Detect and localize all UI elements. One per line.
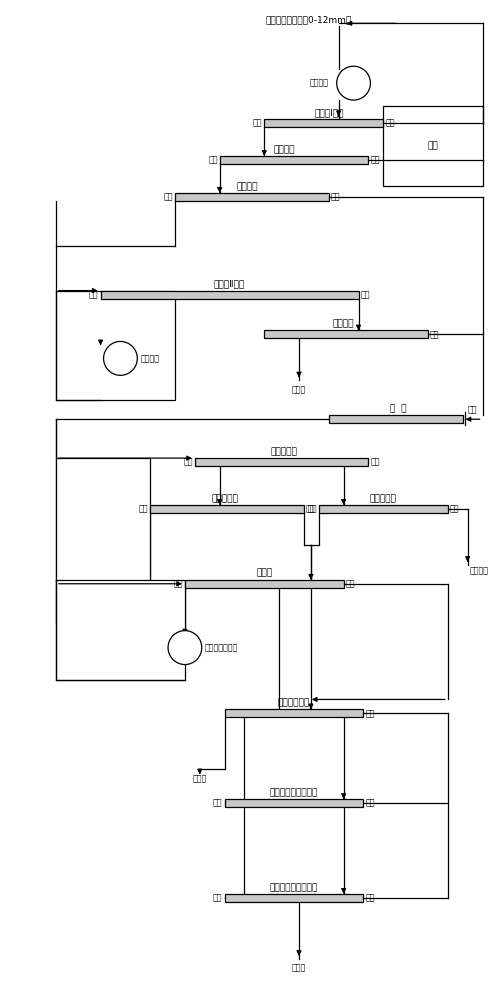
Bar: [329, 415, 463, 423]
Bar: [264, 330, 428, 338]
Text: 精矿: 精矿: [213, 893, 223, 902]
Bar: [225, 799, 363, 807]
Text: 三段弱磁: 三段弱磁: [333, 319, 354, 328]
Bar: [195, 458, 368, 466]
Text: 尾矿: 尾矿: [370, 458, 380, 467]
Text: 精矿: 精矿: [307, 504, 317, 513]
Text: 尾矿: 尾矿: [365, 709, 375, 718]
Text: 溢流: 溢流: [253, 119, 262, 128]
Text: 尾矿: 尾矿: [365, 893, 375, 902]
Bar: [175, 193, 329, 201]
Bar: [56, 580, 185, 680]
Text: 精矿: 精矿: [183, 458, 193, 467]
Bar: [56, 291, 175, 400]
Bar: [383, 106, 483, 186]
Text: 鄂鬈分离一段扫浮选: 鄂鬈分离一段扫浮选: [270, 788, 318, 797]
Text: 尾矿: 尾矿: [331, 192, 340, 201]
Bar: [150, 505, 304, 513]
Circle shape: [168, 631, 202, 665]
Text: 底流: 底流: [89, 290, 99, 299]
Text: 旋流器Ⅱ分级: 旋流器Ⅱ分级: [214, 280, 245, 289]
Text: 溢流: 溢流: [346, 579, 355, 588]
Circle shape: [337, 66, 370, 100]
Text: 精矿: 精矿: [213, 799, 223, 808]
Text: 鄂鬈粗浮选: 鄂鬈粗浮选: [271, 447, 297, 456]
Bar: [185, 580, 344, 588]
Text: 鬈精矿: 鬈精矿: [292, 964, 306, 973]
Text: 铁精矿: 铁精矿: [292, 385, 306, 394]
Text: 鄂鬈精浮选: 鄂鬈精浮选: [211, 494, 238, 503]
Bar: [56, 458, 150, 623]
Circle shape: [103, 341, 137, 375]
Bar: [319, 505, 448, 513]
Bar: [264, 119, 383, 127]
Text: 二段弱磁: 二段弱磁: [237, 182, 258, 191]
Text: 含鄂含鬈磁铁矿（0-12mm）: 含鄂含鬈磁铁矿（0-12mm）: [266, 15, 352, 24]
Text: 精矿: 精矿: [208, 155, 218, 164]
Bar: [225, 709, 363, 717]
Text: 精矿: 精矿: [163, 192, 173, 201]
Text: 环水: 环水: [468, 406, 477, 415]
Text: 尾矿: 尾矿: [370, 155, 380, 164]
Bar: [100, 291, 358, 299]
Text: 浮选再磨球磨机: 浮选再磨球磨机: [205, 643, 238, 652]
Text: 鄂鬈分离浮选: 鄂鬈分离浮选: [278, 698, 310, 707]
Text: 旋流器: 旋流器: [256, 569, 272, 578]
Text: 精矿: 精矿: [139, 504, 148, 513]
Text: 尾矿: 尾矿: [450, 504, 459, 513]
Bar: [220, 156, 368, 164]
Text: 溢流: 溢流: [360, 290, 370, 299]
Text: 鄂精矿: 鄂精矿: [193, 774, 207, 783]
Text: 一段球磨: 一段球磨: [310, 79, 329, 88]
Text: 最终尾矿: 最终尾矿: [470, 567, 489, 576]
Text: 一段弱磁: 一段弱磁: [273, 145, 295, 154]
Text: 底流: 底流: [173, 579, 183, 588]
Text: 旋流器Ⅰ分级: 旋流器Ⅰ分级: [314, 108, 344, 117]
Text: 尾矿: 尾矿: [430, 330, 440, 339]
Text: 底流: 底流: [385, 119, 395, 128]
Text: 尾矿: 尾矿: [306, 504, 315, 513]
Text: 浓  缩: 浓 缩: [390, 404, 406, 413]
Text: 尾矿: 尾矿: [365, 799, 375, 808]
Bar: [225, 894, 363, 902]
Text: 球磨: 球磨: [428, 141, 438, 150]
Text: 二段球磨: 二段球磨: [140, 354, 159, 363]
Text: 鄂鬈分离二段扫浮选: 鄂鬈分离二段扫浮选: [270, 883, 318, 892]
Text: 鄂鬈扫浮选: 鄂鬈扫浮选: [370, 494, 397, 503]
